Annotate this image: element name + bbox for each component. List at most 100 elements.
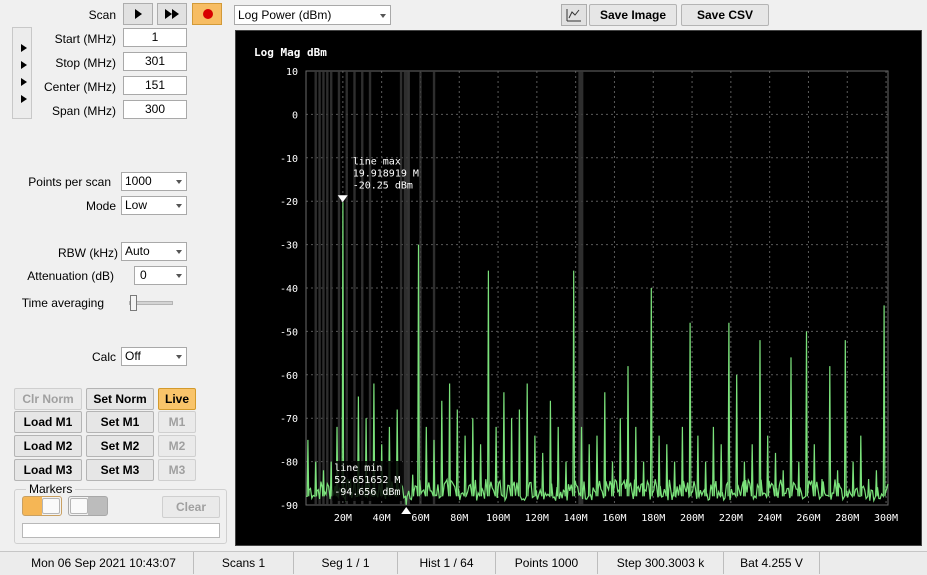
save-image-button[interactable]: Save Image [589,4,677,26]
load-m3-button[interactable]: Load M3 [14,459,82,481]
points-value: 1000 [125,174,152,188]
plot-border [305,70,889,506]
set-m1-button[interactable]: Set M1 [86,411,154,433]
marker-max-label-0: line max [353,156,401,167]
expand-arrow-icon-2 [21,61,27,69]
spectrum-plot[interactable]: Log Mag dBm 10 0 -10 -20 -30 -40 -50 -60 -70 -80 -… [235,30,922,546]
calc-select[interactable]: Off [121,347,187,366]
marker-min-triangle [401,507,412,514]
y-tick-label-0: 10 [286,67,298,78]
x-tick-label-4: 100M [486,513,510,524]
stop-input[interactable]: 301 [123,52,187,71]
points-label: Points per scan [28,175,111,189]
attenuation-select[interactable]: 0 [134,266,187,285]
markers-group-label: Markers [26,482,76,496]
m3-button[interactable]: M3 [158,459,196,481]
expand-panel-strip[interactable] [12,27,32,119]
marker-toggle-off[interactable] [68,496,108,516]
interference-stripe-12 [407,71,411,505]
span-label: Span (MHz) [51,104,116,118]
y-tick-label-5: -40 [280,284,298,295]
view-select-value: Log Power (dBm) [238,8,332,22]
interference-stripe-4 [330,71,333,505]
y-tick-label-7: -60 [280,371,298,382]
x-tick-label-7: 160M [602,513,626,524]
y-tick-label-1: 0 [292,110,298,121]
status-battery: Bat 4.255 V [724,552,820,574]
interference-stripe-5 [337,71,341,505]
x-tick-label-9: 200M [680,513,704,524]
x-tick-label-11: 240M [758,513,782,524]
status-hist: Hist 1 / 64 [398,552,496,574]
scan-label: Scan [88,8,116,22]
interference-stripe-1 [318,71,321,505]
clr-norm-button[interactable]: Clr Norm [14,388,82,410]
view-select[interactable]: Log Power (dBm) [234,5,391,25]
y-tick-label-8: -70 [280,414,298,425]
interference-stripe-9 [368,71,372,505]
set-m3-button[interactable]: Set M3 [86,459,154,481]
calc-value: Off [125,349,141,363]
marker-max-label-1: 19.918919 M [353,168,419,179]
chevron-down-icon [380,14,386,18]
status-points: Points 1000 [496,552,598,574]
scan-continuous-button[interactable] [157,3,187,25]
marker-min-label-1: 52.651652 M [334,475,400,486]
points-select[interactable]: 1000 [121,172,187,191]
scan-single-button[interactable] [123,3,153,25]
marker-toggle-on[interactable] [22,496,62,516]
expand-arrow-icon-1 [21,44,27,52]
interference-stripe-10 [399,71,403,505]
m2-button[interactable]: M2 [158,435,196,457]
set-norm-button[interactable]: Set Norm [86,388,154,410]
y-axis-title: Log Mag dBm [254,46,327,59]
mode-select[interactable]: Low [121,196,187,215]
span-input[interactable]: 300 [123,100,187,119]
x-tick-label-0: 20M [334,513,352,524]
fast-forward-icon-2 [172,9,179,19]
x-tick-label-10: 220M [719,513,743,524]
x-tick-label-6: 140M [564,513,588,524]
center-label: Center (MHz) [43,80,116,94]
record-button[interactable] [192,3,222,25]
chevron-down-icon [176,274,182,278]
mode-value: Low [125,198,148,212]
chart-settings-button[interactable] [561,4,587,26]
stop-label: Stop (MHz) [55,56,116,70]
time-averaging-label: Time averaging [21,296,104,310]
time-averaging-slider[interactable] [129,294,173,312]
y-tick-label-4: -30 [280,241,298,252]
status-step: Step 300.3003 k [598,552,724,574]
x-tick-label-5: 120M [525,513,549,524]
spectrum-trace [306,202,889,506]
center-input[interactable]: 151 [123,76,187,95]
clear-markers-button[interactable]: Clear [162,496,220,518]
interference-stripe-7 [353,71,356,505]
expand-arrow-icon-4 [21,95,27,103]
live-button[interactable]: Live [158,388,196,410]
status-seg: Seg 1 / 1 [294,552,398,574]
start-label: Start (MHz) [54,32,116,46]
load-m2-button[interactable]: Load M2 [14,435,82,457]
rbw-select[interactable]: Auto [121,242,187,261]
set-m2-button[interactable]: Set M2 [86,435,154,457]
status-datetime: Mon 06 Sep 2021 10:43:07 [14,552,194,574]
y-tick-label-9: -80 [280,458,298,469]
m1-button[interactable]: M1 [158,411,196,433]
marker-max-triangle [337,195,348,203]
chevron-down-icon [176,180,182,184]
interference-stripe-3 [326,71,329,505]
rbw-label: RBW (kHz) [58,246,118,260]
save-csv-button[interactable]: Save CSV [681,4,769,26]
spectrum-svg[interactable]: Log Mag dBm 10 0 -10 -20 -30 -40 -50 -60 -70 -80 -… [236,31,921,545]
x-tick-label-13: 280M [835,513,859,524]
marker-max-label-2: -20.25 dBm [353,180,413,191]
load-m1-button[interactable]: Load M1 [14,411,82,433]
interference-stripe-8 [361,71,364,505]
interference-stripe-14 [432,71,436,505]
y-tick-label-6: -50 [280,327,298,338]
marker-min-label-2: -94.656 dBm [334,487,400,498]
slider-handle[interactable] [130,295,137,311]
start-input[interactable]: 1 [123,28,187,47]
marker-toggle-off-knob [70,498,88,514]
